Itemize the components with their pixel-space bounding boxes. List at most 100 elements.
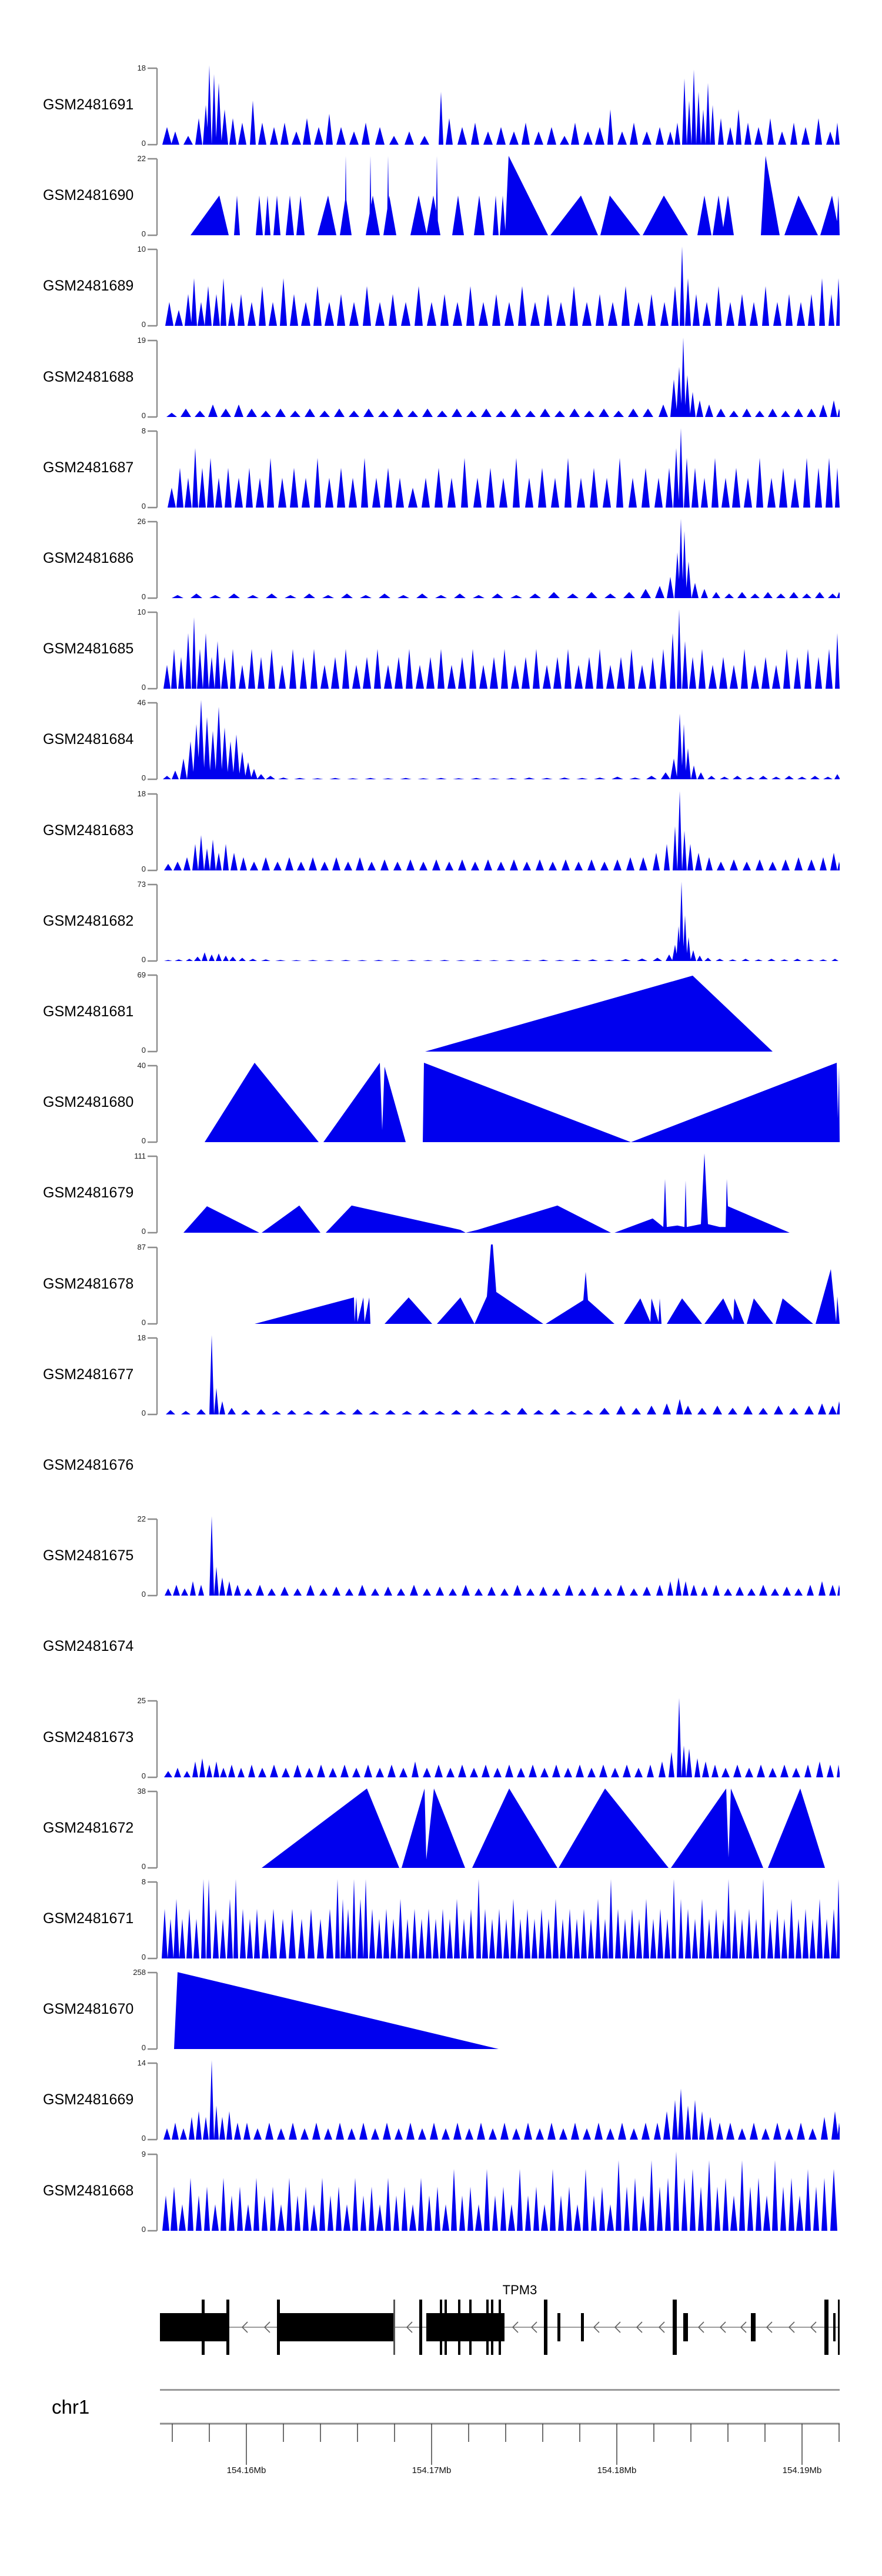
- y-axis-bracket-line: [148, 2062, 158, 2141]
- track-area-plot: [165, 246, 840, 326]
- chromosome-label: chr1: [52, 2396, 90, 2418]
- y-axis-max-label: 73: [137, 880, 146, 889]
- track-area-plot: [205, 1063, 840, 1142]
- tall-exon-bar: [277, 2300, 280, 2355]
- y-axis-bracket-line: [148, 1246, 158, 1325]
- track-label: GSM2481684: [43, 731, 134, 748]
- y-axis-zero-label: 0: [141, 773, 146, 782]
- y-axis-bracket: [148, 1700, 158, 1778]
- track-label: GSM2481677: [43, 1366, 134, 1383]
- coverage-polygon: [166, 338, 840, 417]
- track-area-plot: [165, 1516, 840, 1596]
- y-axis-bracket-line: [148, 793, 158, 872]
- strand-arrow-icon: [263, 2321, 270, 2333]
- coverage-polygon: [165, 1516, 840, 1596]
- y-axis-max-label: 18: [137, 64, 146, 72]
- coverage-polygon: [164, 1698, 840, 1777]
- track-area-plot: [164, 882, 838, 961]
- y-axis-bracket: [148, 1518, 158, 1597]
- y-axis-bracket-line: [148, 520, 158, 599]
- track-label: GSM2481688: [43, 369, 134, 385]
- tall-exon-bar: [824, 2300, 828, 2355]
- strand-arrow-icon: [740, 2321, 747, 2333]
- track-label: GSM2481687: [43, 459, 134, 476]
- strand-arrow-icon: [697, 2321, 704, 2333]
- track-label: GSM2481680: [43, 1094, 134, 1110]
- track-label: GSM2481685: [43, 640, 134, 657]
- y-axis-zero-label: 0: [141, 1318, 146, 1327]
- y-axis-bracket: [148, 520, 158, 599]
- y-axis-bracket: [148, 1065, 158, 1143]
- track-area-plot: [163, 2060, 840, 2140]
- coverage-polygon: [163, 700, 840, 779]
- tall-exon-bar: [499, 2300, 501, 2355]
- y-axis-bracket-line: [148, 611, 158, 690]
- track-area-plot: [174, 1972, 499, 2049]
- y-axis-max-label: 18: [137, 789, 146, 798]
- axis-tick-label: 154.17Mb: [412, 2465, 452, 2475]
- y-axis-bracket: [148, 430, 158, 509]
- mid-exon-bar: [683, 2313, 688, 2341]
- track-label: GSM2481670: [43, 2001, 134, 2017]
- y-axis-max-label: 25: [137, 1696, 146, 1705]
- y-axis-max-label: 19: [137, 336, 146, 345]
- track-area-plot: [163, 700, 840, 779]
- y-axis-bracket: [148, 248, 158, 327]
- track-label: GSM2481682: [43, 913, 134, 929]
- track-area-plot: [162, 65, 840, 145]
- coverage-polygon: [205, 1063, 840, 1142]
- y-axis-max-label: 22: [137, 1514, 146, 1523]
- y-axis-bracket: [148, 67, 158, 146]
- track-area-plot: [163, 609, 840, 689]
- y-axis-bracket-line: [148, 1337, 158, 1416]
- y-axis-zero-label: 0: [141, 502, 146, 510]
- coverage-polygon: [162, 1879, 840, 1958]
- y-axis-max-label: 8: [141, 426, 146, 435]
- y-axis-bracket-line: [148, 67, 158, 146]
- track-label: GSM2481690: [43, 187, 134, 203]
- strand-arrow-icon: [512, 2321, 519, 2333]
- y-axis-zero-label: 0: [141, 139, 146, 148]
- tall-exon-bar: [445, 2300, 447, 2355]
- coverage-polygon: [255, 1244, 840, 1324]
- y-axis-bracket: [148, 1337, 158, 1416]
- y-axis-zero-label: 0: [141, 1590, 146, 1599]
- y-axis-bracket-line: [148, 1881, 158, 1960]
- strand-arrow-icon: [658, 2321, 665, 2333]
- y-axis-bracket: [148, 974, 158, 1053]
- tall-exon-bar: [486, 2300, 489, 2355]
- tall-exon-bar: [393, 2300, 395, 2355]
- track-label: GSM2481689: [43, 278, 134, 294]
- tall-exon-bar: [202, 2300, 205, 2355]
- track-area-plot: [164, 1698, 840, 1777]
- y-axis-zero-label: 0: [141, 2225, 146, 2234]
- y-axis-zero-label: 0: [141, 683, 146, 692]
- coverage-polygon: [425, 975, 773, 1052]
- axis-tick-label: 154.19Mb: [782, 2465, 822, 2475]
- track-area-plot: [172, 519, 840, 598]
- y-axis-bracket-line: [148, 248, 158, 327]
- track-label: GSM2481674: [43, 1638, 134, 1654]
- coverage-polygon: [172, 519, 840, 598]
- y-axis-bracket: [148, 1881, 158, 1960]
- y-axis-zero-label: 0: [141, 1136, 146, 1145]
- y-axis-bracket: [148, 339, 158, 418]
- strand-arrow-icon: [636, 2321, 643, 2333]
- gene-track: [160, 2300, 840, 2355]
- track-label: GSM2481686: [43, 550, 134, 566]
- genome-axis: [160, 2422, 840, 2465]
- y-axis-bracket: [148, 158, 158, 236]
- y-axis-zero-label: 0: [141, 320, 146, 329]
- y-axis-zero-label: 0: [141, 411, 146, 420]
- strand-arrow-icon: [614, 2321, 621, 2333]
- y-axis-max-label: 69: [137, 970, 146, 979]
- y-axis-zero-label: 0: [141, 955, 146, 964]
- y-axis-zero-label: 0: [141, 229, 146, 238]
- tall-exon-bar: [491, 2300, 493, 2355]
- coverage-polygon: [191, 156, 840, 235]
- strand-arrow-icon: [810, 2321, 817, 2333]
- tall-exon-bar: [440, 2300, 442, 2355]
- strand-arrow-icon: [766, 2321, 773, 2333]
- y-axis-max-label: 8: [141, 1877, 146, 1886]
- track-label: GSM2481673: [43, 1729, 134, 1746]
